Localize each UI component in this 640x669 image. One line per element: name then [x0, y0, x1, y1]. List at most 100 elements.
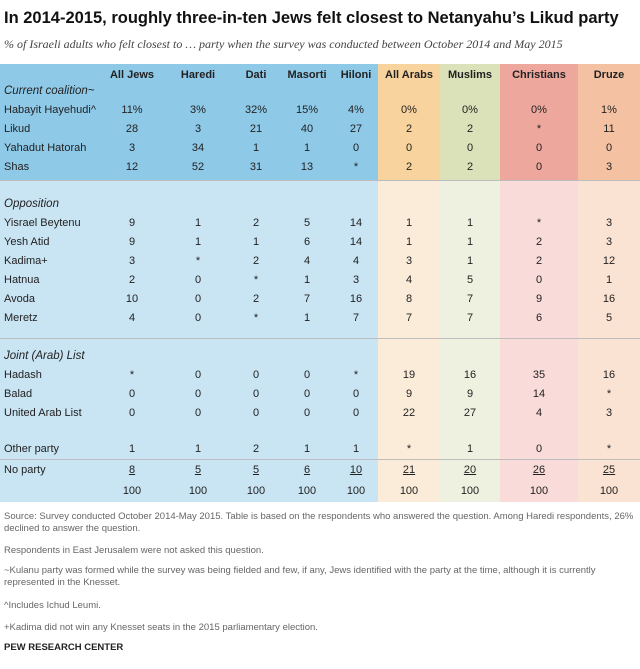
table-row: Habayit Hayehudi^ 11% 3% 32% 15% 4% 0% 0% 0% 1%: [0, 101, 640, 119]
table-cell: 16: [463, 369, 477, 381]
table-cell: 6: [535, 312, 543, 324]
table-cell: 4: [303, 255, 311, 267]
footnote-kulanu: ~Kulanu party was formed while the surve…: [4, 565, 596, 588]
table-cell: 8: [128, 464, 136, 476]
table-cell: 0: [194, 369, 202, 381]
row-label: Yisrael Beytenu: [4, 217, 81, 229]
column-header: All Jews: [109, 69, 155, 81]
table-cell: *: [406, 443, 412, 455]
table-cell: 40: [300, 123, 314, 135]
table-cell: 15%: [295, 104, 319, 116]
table-cell: 1: [405, 236, 413, 248]
table-cell: 9: [128, 236, 136, 248]
table-cell: 0: [252, 369, 260, 381]
table-cell: 1: [303, 312, 311, 324]
table-cell: 2: [405, 161, 413, 173]
row-label: Likud: [4, 123, 31, 135]
table-cell: 1: [303, 443, 311, 455]
footnote-kadima: +Kadima did not win any Knesset seats in…: [4, 622, 318, 633]
table-cell: 5: [466, 274, 474, 286]
table-cell: 20: [463, 464, 477, 476]
table-cell: 0: [535, 142, 543, 154]
table-cell: 11%: [121, 104, 143, 116]
table-cell: 0%: [531, 104, 547, 116]
table-cell: 7: [405, 312, 413, 324]
table-cell: 10: [349, 464, 363, 476]
christians-column-bg-lower: [500, 181, 578, 502]
table-cell: 3: [605, 161, 613, 173]
table-cell: 9: [535, 293, 543, 305]
table-cell: 12: [602, 255, 616, 267]
table-cell: 6: [303, 464, 311, 476]
table-cell: 1: [352, 443, 360, 455]
table-cell: 8: [405, 293, 413, 305]
table-cell: 1: [128, 443, 136, 455]
section-heading: Current coalition~: [4, 85, 95, 97]
table-cell: 3: [605, 407, 613, 419]
row-label: Habayit Hayehudi^: [4, 104, 96, 116]
table-cell: *: [353, 161, 359, 173]
row-label: Avoda: [4, 293, 35, 305]
row-label: Yesh Atid: [4, 236, 50, 248]
footnote-east-jerusalem: Respondents in East Jerusalem were not a…: [4, 545, 264, 556]
table-cell: 2: [252, 293, 260, 305]
table-cell: 52: [191, 161, 205, 173]
table-cell: 0: [194, 293, 202, 305]
row-label: Other party: [4, 443, 60, 455]
table-cell: 1: [194, 217, 202, 229]
table-cell: 5: [605, 312, 613, 324]
table-cell: 11: [603, 123, 615, 135]
table-cell: 0%: [401, 104, 417, 116]
table-cell: 7: [466, 312, 474, 324]
column-header: Christians: [512, 69, 566, 81]
totals-row: 100 100 100 100 100 100 100 100 100: [0, 482, 640, 500]
total-cell: 100: [122, 485, 142, 497]
table-cell: *: [195, 255, 201, 267]
table-cell: 0: [128, 407, 136, 419]
table-cell: 4%: [348, 104, 364, 116]
table-cell: 2: [535, 255, 543, 267]
table-cell: 1: [303, 142, 311, 154]
table-cell: 26: [532, 464, 546, 476]
table-cell: 21: [249, 123, 263, 135]
table-cell: 1: [303, 274, 311, 286]
table-cell: 12: [125, 161, 139, 173]
section-heading: Joint (Arab) List: [4, 350, 85, 362]
table-cell: 0%: [462, 104, 478, 116]
table-cell: 0: [194, 407, 202, 419]
chart-title: In 2014-2015, roughly three-in-ten Jews …: [4, 9, 619, 27]
druze-column-bg-top: [578, 64, 640, 181]
table-cell: 13: [300, 161, 314, 173]
table-cell: *: [606, 388, 612, 400]
table-cell: 0: [352, 407, 360, 419]
header-row: All Jews Haredi Dati Masorti Hiloni All Arabs…: [0, 66, 640, 84]
table-cell: 0: [352, 142, 360, 154]
table-cell: 7: [303, 293, 311, 305]
total-cell: 100: [188, 485, 208, 497]
table-cell: 1: [194, 236, 202, 248]
total-cell: 100: [529, 485, 549, 497]
table-row: Avoda 10 0 2 7 16 8 7 9 16: [0, 290, 640, 308]
total-cell: 100: [399, 485, 419, 497]
table-row: Hatnua 2 0 * 1 3 4 5 0 1: [0, 271, 640, 289]
table-cell: *: [536, 123, 542, 135]
table-cell: 2: [128, 274, 136, 286]
table-cell: 2: [466, 123, 474, 135]
total-cell: 100: [346, 485, 366, 497]
column-header: All Arabs: [385, 69, 433, 81]
table-cell: 3%: [190, 104, 206, 116]
table-cell: 3: [605, 217, 613, 229]
table-cell: 0: [303, 388, 311, 400]
table-cell: 1: [466, 217, 474, 229]
total-cell: 100: [297, 485, 317, 497]
table-cell: 4: [352, 255, 360, 267]
table-row: United Arab List 0 0 0 0 0 22 27 4 3: [0, 404, 640, 422]
table-cell: 0: [303, 407, 311, 419]
table-row: Balad 0 0 0 0 0 9 9 14 *: [0, 385, 640, 403]
divider: [0, 338, 640, 339]
row-label: No party: [4, 464, 46, 476]
table-cell: *: [536, 217, 542, 229]
source-name: PEW RESEARCH CENTER: [4, 642, 124, 653]
row-label: Kadima+: [4, 255, 48, 267]
table-cell: 28: [125, 123, 139, 135]
